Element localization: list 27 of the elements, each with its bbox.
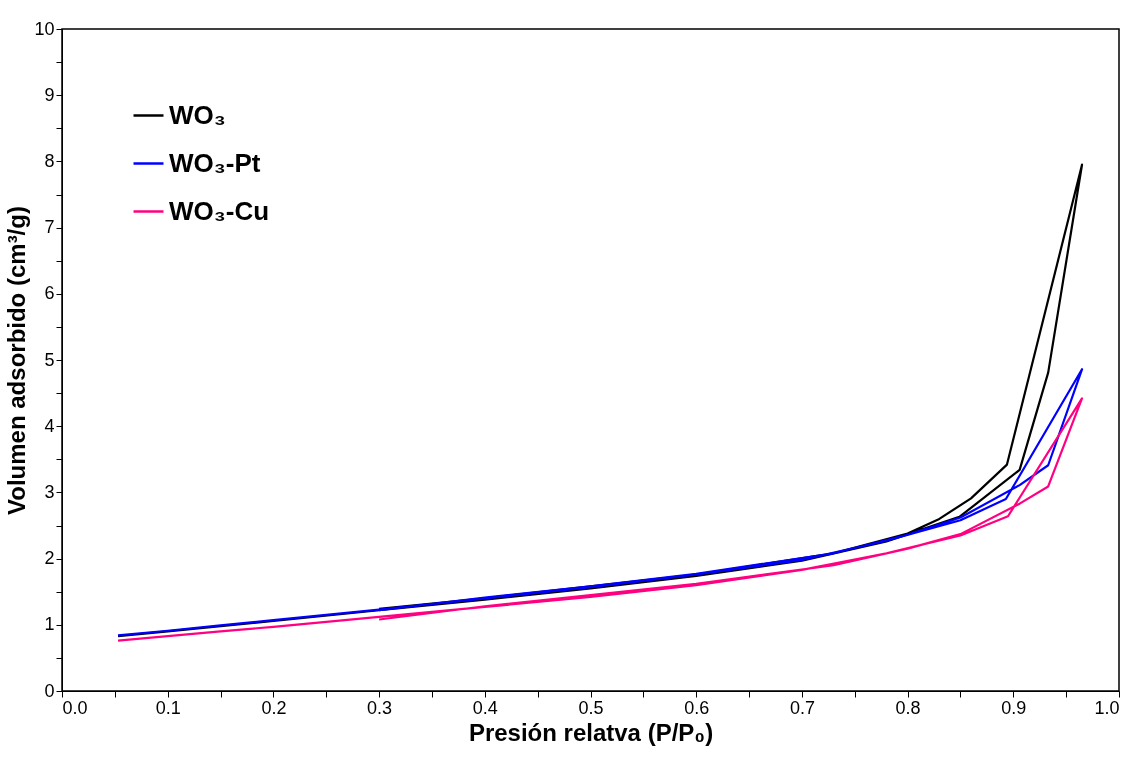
x-tick-label: 0.5 — [578, 697, 604, 718]
y-tick-label: 8 — [44, 150, 55, 171]
x-tick-label: 0.1 — [155, 697, 181, 718]
y-tick-label: 7 — [44, 217, 55, 238]
y-tick-label: 10 — [34, 18, 55, 39]
x-tick-label: 0.9 — [1001, 697, 1027, 718]
x-tick-label: 0.8 — [895, 697, 921, 718]
legend-label: WO₃ — [169, 99, 226, 130]
y-tick-label: 5 — [44, 349, 55, 370]
x-tick-label: 0.0 — [62, 697, 88, 718]
x-tick-label: 1.0 — [1094, 697, 1120, 718]
x-tick-label: 0.3 — [367, 697, 393, 718]
y-tick-label: 2 — [44, 548, 55, 569]
x-tick-label: 0.4 — [472, 697, 498, 718]
y-tick-label: 3 — [44, 481, 55, 502]
x-tick-label: 0.6 — [684, 697, 710, 718]
x-tick-label: 0.7 — [789, 697, 815, 718]
y-tick-label: 4 — [44, 415, 55, 436]
y-tick-label: 1 — [44, 614, 55, 635]
legend-label: WO₃-Pt — [169, 147, 261, 178]
y-tick-label: 0 — [44, 680, 55, 701]
x-axis-title: Presión relatva (P/P₀) — [468, 718, 714, 746]
y-tick-label: 6 — [44, 283, 55, 304]
y-axis-title: Volumen adsorbido (cm³/g) — [3, 206, 31, 515]
x-tick-label: 0.2 — [261, 697, 287, 718]
y-tick-label: 9 — [44, 84, 55, 105]
legend-label: WO₃-Cu — [169, 195, 270, 226]
